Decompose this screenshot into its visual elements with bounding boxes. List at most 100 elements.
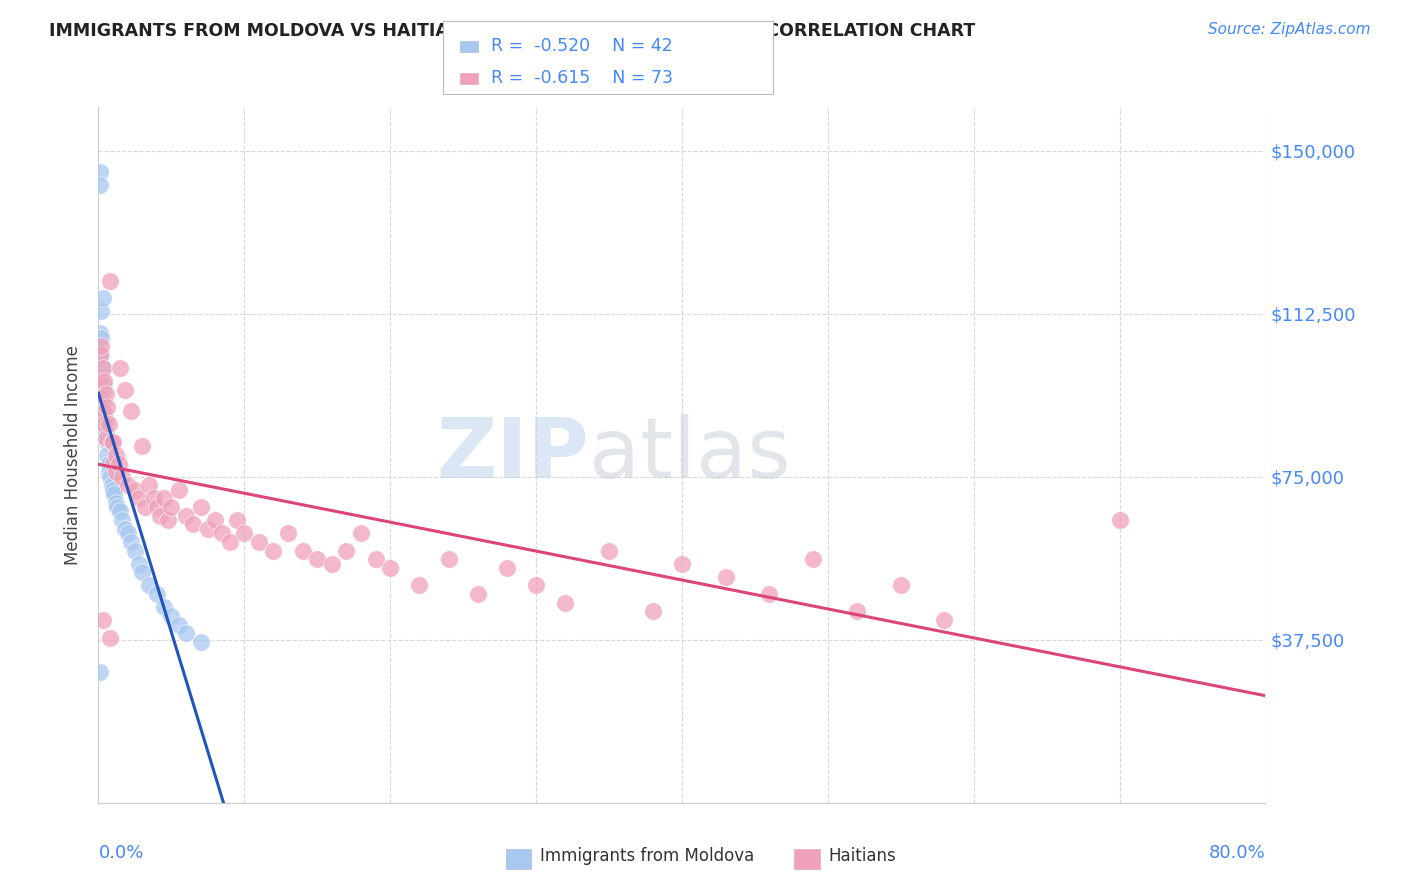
Point [96,448,118,462]
Point [714,570,737,584]
Point [97,466,120,480]
Point [101,483,124,497]
Point [90,339,112,353]
Point [93,374,115,388]
Point [335,543,357,558]
Point [307,552,329,566]
Point [94,426,117,441]
Point [128,557,150,571]
Point [218,534,240,549]
Point [120,404,142,418]
Point [91,291,114,305]
Point [134,500,156,514]
Point [153,491,176,506]
Point [291,543,314,558]
Point [91,395,114,409]
Point [96,400,118,414]
Point [89,348,111,362]
Point [105,500,128,514]
Point [90,392,112,406]
Point [408,578,430,592]
Point [90,304,112,318]
Point [160,608,183,623]
Point [277,526,299,541]
Point [111,469,134,483]
Point [124,543,146,558]
Point [91,383,114,397]
Point [114,522,136,536]
Point [100,434,122,449]
Point [226,513,249,527]
Point [104,496,127,510]
Point [380,561,402,575]
Text: ZIP: ZIP [436,415,589,495]
Point [120,534,142,549]
Point [93,417,115,432]
Point [167,617,190,632]
Point [93,378,115,392]
Point [104,448,127,462]
Text: Haitians: Haitians [828,847,896,865]
Point [90,348,112,362]
Point [91,360,114,375]
Point [211,526,233,541]
Point [524,578,547,592]
Point [167,483,190,497]
Point [146,500,169,514]
Point [94,430,117,444]
Point [146,587,169,601]
Point [321,557,343,571]
Point [174,508,197,523]
Text: R =  -0.615    N = 73: R = -0.615 N = 73 [491,70,672,87]
Point [90,369,112,384]
Point [101,434,124,449]
Point [104,466,127,480]
Point [247,534,270,549]
Point [96,434,118,449]
Point [97,417,120,432]
Point [801,552,824,566]
Point [496,561,519,575]
Point [91,360,114,375]
Point [94,413,117,427]
Text: atlas: atlas [589,415,790,495]
Point [598,543,620,558]
Point [111,513,134,527]
Point [131,566,153,580]
Point [103,487,125,501]
Point [91,404,114,418]
Point [131,439,153,453]
Point [100,478,122,492]
Point [149,508,172,523]
Point [89,374,111,388]
Text: IMMIGRANTS FROM MOLDOVA VS HAITIAN MEDIAN HOUSEHOLD INCOME CORRELATION CHART: IMMIGRANTS FROM MOLDOVA VS HAITIAN MEDIA… [49,22,976,40]
Point [157,513,180,527]
Point [160,500,183,514]
Point [91,613,114,627]
Point [934,613,956,627]
Text: 0.0%: 0.0% [98,845,143,863]
Point [89,326,111,340]
Point [174,626,197,640]
Point [124,483,146,497]
Point [554,596,576,610]
Point [890,578,912,592]
Point [671,557,693,571]
Point [117,478,139,492]
Point [190,500,212,514]
Point [89,165,111,179]
Point [97,457,120,471]
Point [758,587,780,601]
Point [98,631,121,645]
Point [93,404,115,418]
Point [89,665,111,680]
Text: R =  -0.520    N = 42: R = -0.520 N = 42 [491,37,672,55]
Point [89,178,111,193]
Point [641,605,664,619]
Point [94,387,117,401]
Point [467,587,489,601]
Point [138,478,160,492]
Point [108,457,131,471]
Point [846,605,869,619]
Point [90,330,112,344]
